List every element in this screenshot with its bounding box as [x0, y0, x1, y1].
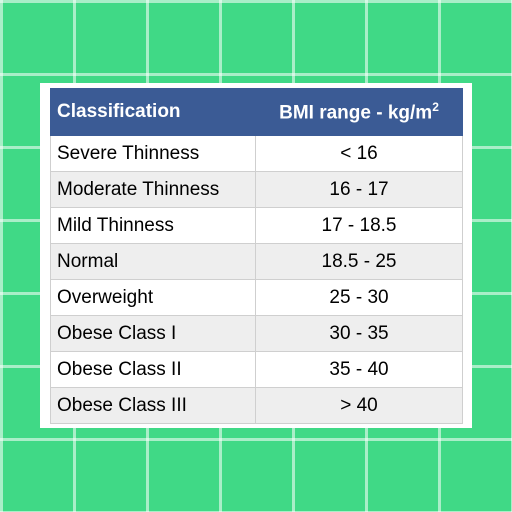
- bmi-classification-table: Classification BMI range - kg/m2 Severe …: [50, 88, 463, 424]
- bmi-range-cell: > 40: [255, 387, 463, 424]
- classification-cell: Overweight: [50, 279, 256, 316]
- classification-cell: Mild Thinness: [50, 207, 256, 244]
- classification-cell: Moderate Thinness: [50, 171, 256, 208]
- header-bmi-range-label: BMI range - kg/m: [279, 102, 433, 124]
- header-classification: Classification: [50, 88, 256, 136]
- table-header-row: Classification BMI range - kg/m2: [50, 88, 463, 136]
- classification-cell: Obese Class III: [50, 387, 256, 424]
- header-bmi-range: BMI range - kg/m2: [255, 88, 463, 136]
- table-row: Obese Class III > 40: [50, 387, 463, 424]
- table-row: Obese Class II 35 - 40: [50, 351, 463, 388]
- classification-cell: Normal: [50, 243, 256, 280]
- classification-cell: Severe Thinness: [50, 135, 256, 172]
- table-row: Obese Class I 30 - 35: [50, 315, 463, 352]
- table-row: Overweight 25 - 30: [50, 279, 463, 316]
- bmi-table-card: Classification BMI range - kg/m2 Severe …: [40, 83, 472, 428]
- bmi-range-cell: 18.5 - 25: [255, 243, 463, 280]
- table-row: Moderate Thinness 16 - 17: [50, 171, 463, 208]
- classification-cell: Obese Class I: [50, 315, 256, 352]
- bmi-range-cell: 16 - 17: [255, 171, 463, 208]
- classification-cell: Obese Class II: [50, 351, 256, 388]
- header-bmi-range-exponent: 2: [432, 99, 439, 114]
- table-row: Mild Thinness 17 - 18.5: [50, 207, 463, 244]
- bmi-range-cell: 17 - 18.5: [255, 207, 463, 244]
- bmi-range-cell: 30 - 35: [255, 315, 463, 352]
- table-row: Normal 18.5 - 25: [50, 243, 463, 280]
- bmi-range-cell: < 16: [255, 135, 463, 172]
- bmi-range-cell: 25 - 30: [255, 279, 463, 316]
- table-row: Severe Thinness < 16: [50, 135, 463, 172]
- bmi-range-cell: 35 - 40: [255, 351, 463, 388]
